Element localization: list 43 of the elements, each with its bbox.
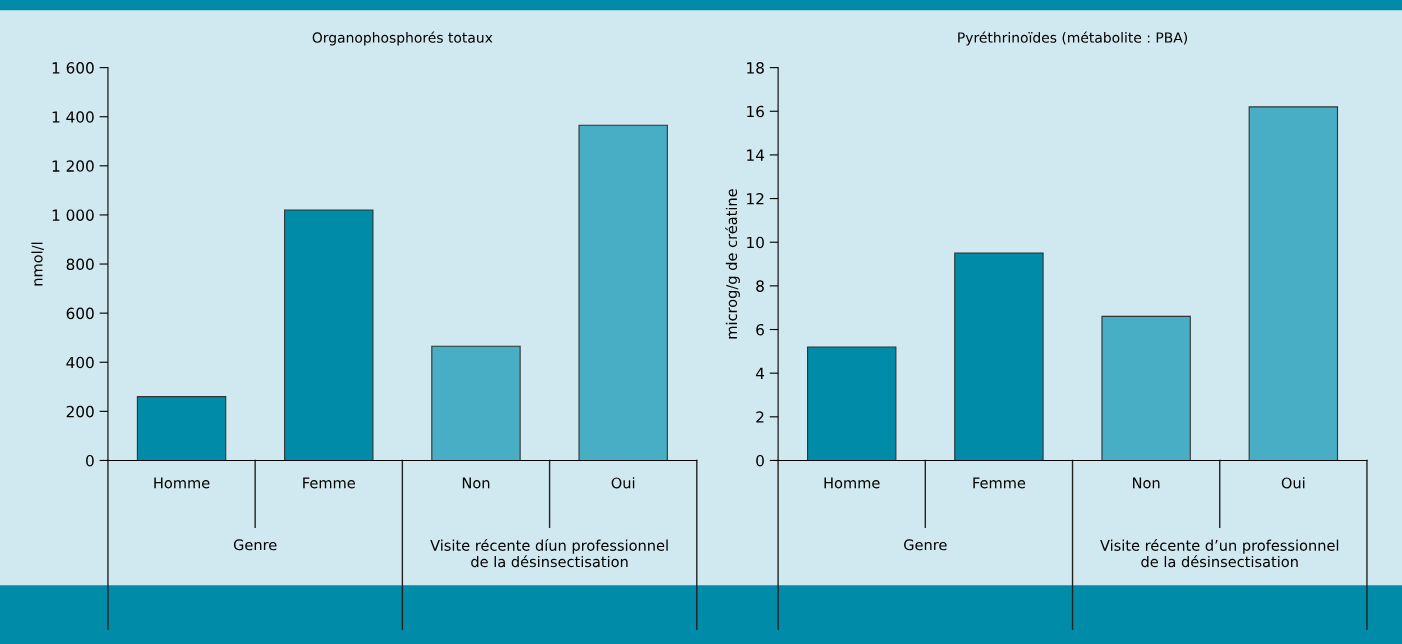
y-tick-label: 1 000 [52,209,94,221]
bar [284,209,374,461]
bar [806,346,897,461]
y-tick-label: 0 [86,454,94,467]
bar [136,396,227,461]
bar [1248,106,1339,461]
text: Genre [904,539,947,551]
x-tick-label: Non [462,477,490,489]
y-tick-label: 2 [756,411,764,423]
y-tick-label: 200 [66,405,94,418]
bar [431,345,521,461]
x-tick-label: Homme [154,477,210,489]
y-tick-label: 18 [747,62,764,74]
y-tick-label: 1 400 [52,111,94,123]
y-tick-label: 14 [747,149,765,161]
y-axis-title: nmol/l [31,242,44,286]
y-tick-label: 6 [756,323,764,336]
bar [954,252,1044,461]
bar [578,124,668,461]
x-tick-label: Femme [303,477,355,489]
y-tick-label: 1 200 [52,160,94,172]
y-tick-label: 400 [66,356,94,369]
y-tick-label: 800 [66,258,94,271]
y-tick-label: 12 [747,193,764,205]
y-axis-title: microg/g de créatine [725,189,740,339]
chart-title: Organophosphorés totaux [312,31,493,46]
x-tick-label: Non [1133,477,1160,489]
y-tick-label: 600 [66,307,94,320]
text: Visite récente d’un professionnel de la désinsectisation [1100,539,1339,568]
y-tick-label: 8 [756,280,764,292]
bar [1101,315,1191,461]
text: Genre [233,539,277,551]
y-tick-label: 16 [747,105,764,118]
text: Visite récente díun professionnel de la désinsectisation [430,539,668,568]
y-tick-label: 0 [756,454,764,467]
y-tick-label: 4 [755,367,765,379]
y-tick-label: 1 600 [52,62,94,74]
y-tick-label: 10 [747,236,764,249]
x-tick-label: Oui [1281,477,1305,489]
x-tick-label: Oui [611,477,635,489]
chart-title: Pyréthrinoïdes (métabolite : PBA) [958,31,1187,46]
x-tick-label: Femme [973,477,1026,489]
x-tick-label: Homme [824,477,880,489]
